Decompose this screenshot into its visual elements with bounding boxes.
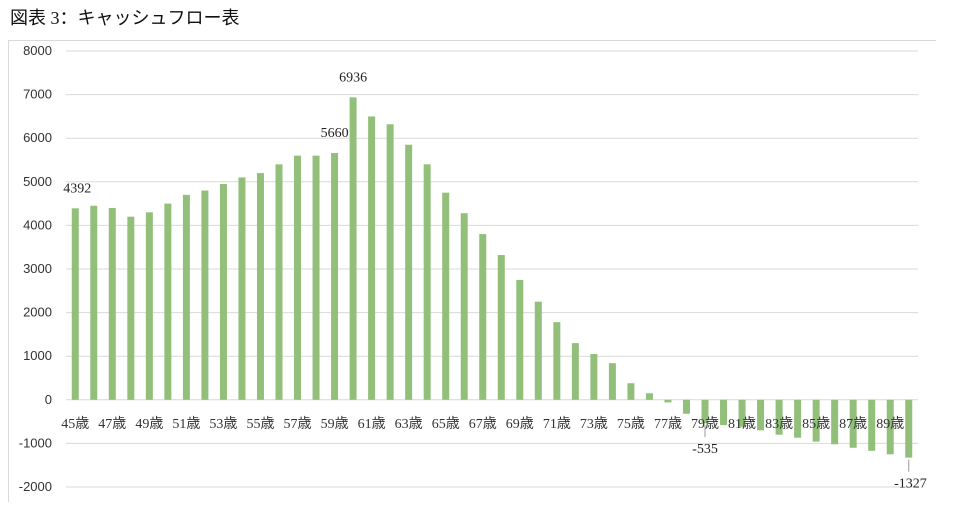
x-tick-label: 75歳 (617, 416, 645, 432)
x-tick-label: 63歳 (395, 416, 423, 432)
data-label: 6936 (339, 70, 367, 85)
bar-57歳 (294, 155, 302, 400)
bar-59歳 (331, 153, 339, 400)
y-tick-label: 8000 (23, 43, 52, 58)
bar-53歳 (219, 183, 227, 400)
bar-61歳 (368, 116, 376, 400)
bar-47歳 (108, 207, 116, 400)
bar-64歳 (423, 164, 431, 400)
bar-56歳 (275, 164, 283, 400)
x-tick-label: 49歳 (135, 416, 163, 432)
bar-76歳 (645, 393, 653, 400)
bar-51歳 (182, 194, 190, 400)
bar-49歳 (145, 212, 153, 400)
bar-65歳 (442, 192, 450, 400)
data-label: -1327 (894, 477, 927, 492)
bar-71歳 (553, 322, 561, 400)
bar-72歳 (571, 343, 579, 400)
bar-69歳 (516, 279, 524, 400)
bar-86歳 (831, 399, 839, 445)
chart-frame (8, 40, 936, 502)
bar-88歳 (868, 399, 876, 451)
bar-84歳 (794, 399, 802, 438)
x-tick-label: 47歳 (98, 416, 126, 432)
x-tick-label: 61歳 (358, 416, 386, 432)
bar-62歳 (386, 124, 394, 400)
bar-87歳 (849, 399, 857, 448)
data-label: 4392 (63, 181, 91, 196)
x-tick-label: 83歳 (765, 416, 793, 432)
bar-58歳 (312, 155, 320, 400)
bar-78歳 (682, 399, 690, 414)
y-tick-label: 3000 (23, 261, 52, 276)
bar-85歳 (812, 399, 820, 442)
x-tick-label: 59歳 (321, 416, 349, 432)
x-axis-ticks: 45歳 47歳 49歳 51歳 53歳 55歳 57歳 59歳 61歳 63歳 65歳 67歳 69歳 7… (61, 416, 904, 432)
bar-55歳 (256, 173, 264, 400)
y-tick-label: 2000 (23, 305, 52, 320)
x-tick-label: 51歳 (172, 416, 200, 432)
y-axis-ticks: 8000 7000 6000 5000 4000 3000 2000 1000 0 -1000 -2… (19, 43, 52, 494)
bar-46歳 (90, 205, 98, 400)
y-tick-label: 1000 (23, 348, 52, 363)
x-tick-label: 81歳 (728, 416, 756, 432)
x-tick-label: 79歳 (691, 416, 719, 432)
x-tick-label: 45歳 (61, 416, 89, 432)
bar-77歳 (664, 399, 672, 403)
bar-52歳 (201, 190, 209, 400)
bar-45歳 (71, 208, 79, 400)
bar-74歳 (608, 363, 616, 400)
x-tick-label: 85歳 (802, 416, 830, 432)
bar-81歳 (738, 399, 746, 427)
x-tick-label: 57歳 (284, 416, 312, 432)
y-tick-label: -1000 (19, 435, 52, 450)
data-labels: 4392 5660 6936 -535 -1327 (63, 70, 926, 491)
bar-50歳 (164, 203, 172, 400)
bar-68歳 (497, 255, 505, 400)
x-tick-label: 73歳 (580, 416, 608, 432)
x-tick-label: 69歳 (506, 416, 534, 432)
x-tick-label: 71歳 (543, 416, 571, 432)
page-title: 図表 3：キャッシュフロー表 (10, 8, 240, 28)
data-label: 5660 (321, 126, 349, 141)
bar-79歳 (701, 399, 709, 424)
x-tick-label: 67歳 (469, 416, 497, 432)
y-tick-label: -2000 (19, 479, 52, 494)
bars (71, 97, 913, 458)
x-tick-label: 65歳 (432, 416, 460, 432)
bar-75歳 (627, 383, 635, 400)
y-tick-label: 5000 (23, 174, 52, 189)
bar-67歳 (479, 234, 487, 400)
bar-90歳 (905, 399, 913, 458)
bar-83歳 (775, 399, 783, 435)
x-tick-label: 55歳 (246, 416, 274, 432)
bar-89歳 (886, 399, 894, 455)
bar-82歳 (757, 399, 765, 431)
x-tick-label: 77歳 (654, 416, 682, 432)
bar-66歳 (460, 213, 468, 400)
data-label: -535 (692, 442, 718, 457)
y-tick-label: 6000 (23, 130, 52, 145)
y-tick-label: 4000 (23, 217, 52, 232)
bar-80歳 (720, 399, 728, 426)
bar-63歳 (405, 144, 413, 400)
y-tick-label: 7000 (23, 87, 52, 102)
bar-60歳 (349, 97, 357, 400)
bar-70歳 (534, 301, 542, 400)
bar-54歳 (238, 177, 246, 400)
bar-48歳 (127, 216, 135, 400)
x-tick-label: 53歳 (209, 416, 237, 432)
bar-73歳 (590, 354, 598, 400)
x-tick-label: 87歳 (839, 416, 867, 432)
x-tick-label: 89歳 (876, 416, 904, 432)
y-tick-label: 0 (45, 392, 52, 407)
